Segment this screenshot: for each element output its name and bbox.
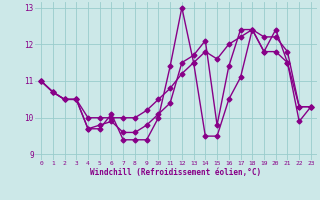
X-axis label: Windchill (Refroidissement éolien,°C): Windchill (Refroidissement éolien,°C): [91, 168, 261, 177]
